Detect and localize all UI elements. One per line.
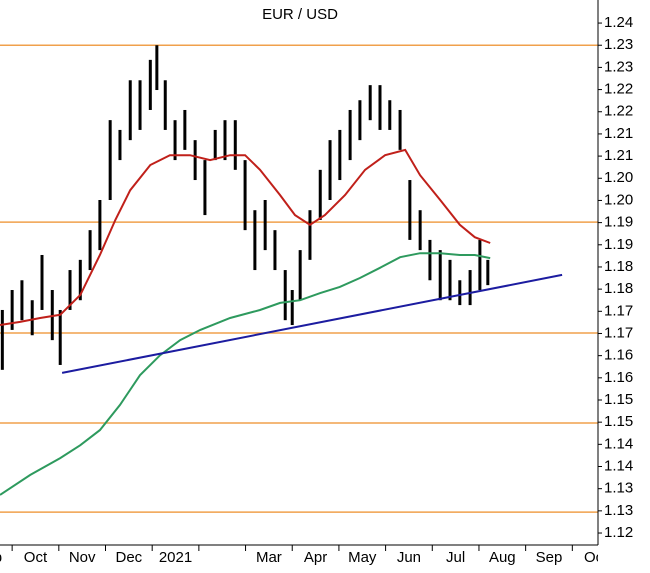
x-tick-label: 2021 — [159, 549, 192, 566]
y-tick-label: 1.16 — [604, 347, 633, 364]
x-tick-label: Oct — [584, 549, 608, 566]
y-tick-label: 1.16 — [604, 369, 633, 386]
plot-area: Sep Oct Nov Dec 2021 Mar Apr May Jun Jul Aug Sep Oct — [0, 44, 608, 566]
y-tick-label: 1.13 — [604, 480, 633, 497]
x-tick-label: Aug — [489, 549, 516, 566]
y-tick-label: 1.18 — [604, 258, 633, 275]
x-tick-label: Apr — [304, 549, 327, 566]
x-tick-label: May — [348, 549, 377, 566]
x-tick-label: Nov — [69, 549, 96, 566]
y-tick-label: 1.21 — [604, 125, 633, 142]
y-tick-label: 1.17 — [604, 324, 633, 341]
y-tick-label: 1.22 — [604, 103, 633, 120]
trend-line — [61, 273, 563, 374]
y-tick-label: 1.24 — [604, 14, 633, 31]
x-tick-label: Dec — [115, 549, 142, 566]
y-tick-label: 1.22 — [604, 81, 633, 98]
y-tick-label: 1.14 — [604, 457, 633, 474]
moving-average — [0, 148, 491, 326]
y-tick-label: 1.14 — [604, 435, 633, 452]
moving-average — [0, 252, 491, 496]
y-tick-label: 1.15 — [604, 391, 633, 408]
x-tick-label: Oct — [24, 549, 48, 566]
x-tick-label: Jun — [397, 549, 421, 566]
y-tick-label: 1.19 — [604, 214, 633, 231]
x-tick-label: Sep — [536, 549, 563, 566]
y-tick-label: 1.12 — [604, 524, 633, 541]
y-tick-label: 1.17 — [604, 302, 633, 319]
y-tick-label: 1.23 — [604, 58, 633, 75]
y-tick-label: 1.20 — [604, 191, 633, 208]
y-tick-label: 1.20 — [604, 169, 633, 186]
x-tick-label: Jul — [446, 549, 465, 566]
x-tick-label: Mar — [256, 549, 282, 566]
y-tick-label: 1.21 — [604, 147, 633, 164]
y-tick-label: 1.19 — [604, 236, 633, 253]
y-tick-label: 1.13 — [604, 502, 633, 519]
chart-title: EUR / USD — [262, 6, 338, 23]
axes: 1.24 1.23 1.23 1.22 1.22 1.21 1.21 1.20 1.20 1.19… — [0, 0, 633, 546]
y-tick-label: 1.23 — [604, 36, 633, 53]
y-tick-label: 1.18 — [604, 280, 633, 297]
x-tick-label: Sep — [0, 549, 2, 566]
y-tick-label: 1.15 — [604, 413, 633, 430]
